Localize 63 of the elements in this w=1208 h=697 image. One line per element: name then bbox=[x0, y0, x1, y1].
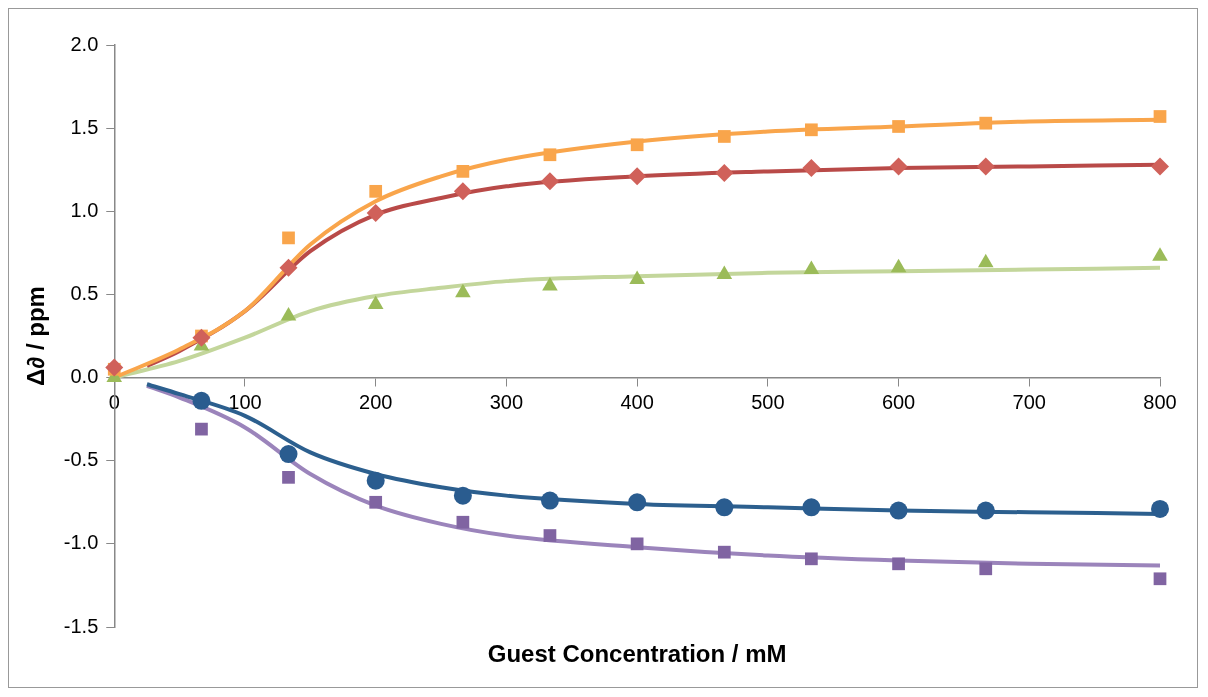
y-axis-title: Δ∂ / ppm bbox=[22, 286, 50, 386]
x-tick-label: 800 bbox=[1143, 391, 1177, 414]
point bbox=[1151, 499, 1169, 518]
point bbox=[456, 165, 470, 178]
point bbox=[195, 422, 208, 436]
point bbox=[279, 258, 298, 277]
y-tick-label: -1.5 bbox=[63, 614, 99, 637]
point bbox=[805, 552, 818, 566]
point bbox=[630, 537, 644, 551]
point bbox=[192, 328, 211, 347]
y-tick-label: 0.0 bbox=[70, 365, 99, 388]
y-tick-label: 1.5 bbox=[70, 115, 99, 138]
point bbox=[715, 164, 734, 183]
y-tick-label: 2.0 bbox=[70, 32, 99, 55]
point bbox=[979, 116, 993, 130]
y-tick-label: 0.5 bbox=[70, 281, 99, 304]
point bbox=[889, 501, 908, 520]
point bbox=[630, 138, 644, 152]
y-tick-label: -1.0 bbox=[63, 531, 99, 554]
point bbox=[279, 445, 298, 464]
point bbox=[366, 471, 385, 490]
x-tick-label: 400 bbox=[620, 391, 654, 414]
x-axis-title: Guest Concentration / mM bbox=[487, 639, 787, 667]
point bbox=[892, 120, 905, 133]
point bbox=[802, 498, 821, 517]
point bbox=[453, 182, 472, 201]
point bbox=[628, 167, 647, 186]
point bbox=[105, 358, 124, 377]
point bbox=[540, 172, 559, 191]
point bbox=[628, 493, 647, 512]
point bbox=[453, 486, 472, 505]
point bbox=[366, 203, 385, 222]
x-tick-label: 600 bbox=[881, 391, 916, 414]
point bbox=[717, 130, 731, 143]
point bbox=[369, 184, 383, 198]
point bbox=[976, 501, 995, 520]
point bbox=[805, 123, 818, 137]
point bbox=[282, 231, 295, 245]
point bbox=[282, 470, 295, 484]
point bbox=[717, 545, 731, 559]
x-tick-label: 500 bbox=[751, 391, 785, 414]
point bbox=[1153, 572, 1167, 586]
point bbox=[976, 157, 995, 176]
x-tick-label: 100 bbox=[228, 391, 262, 414]
point bbox=[192, 391, 211, 410]
point bbox=[979, 562, 993, 576]
point bbox=[369, 495, 383, 509]
point bbox=[456, 515, 470, 529]
x-tick-label: 300 bbox=[489, 391, 524, 414]
point bbox=[889, 157, 908, 176]
x-tick-label: 700 bbox=[1012, 391, 1046, 414]
point bbox=[802, 159, 821, 178]
point bbox=[1153, 110, 1167, 123]
point bbox=[540, 491, 559, 510]
point bbox=[280, 307, 297, 321]
y-tick-label: -0.5 bbox=[63, 448, 99, 471]
x-tick-label: 200 bbox=[359, 391, 393, 414]
y-tick-label: 1.0 bbox=[70, 198, 99, 221]
point bbox=[1151, 157, 1169, 176]
point bbox=[543, 148, 557, 162]
point bbox=[892, 557, 905, 571]
point bbox=[715, 498, 734, 517]
point bbox=[543, 529, 557, 542]
